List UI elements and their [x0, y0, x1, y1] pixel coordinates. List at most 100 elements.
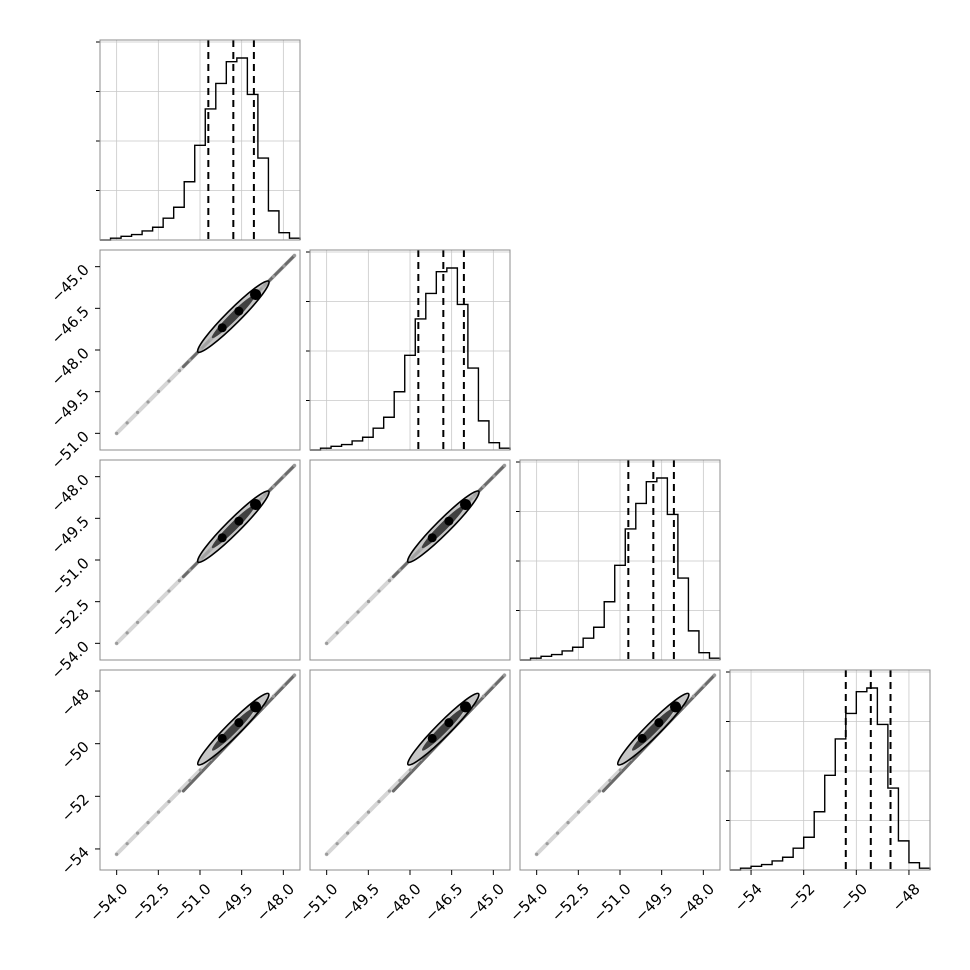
x-tick-label: −51.0 — [590, 880, 635, 925]
scatter-point — [135, 410, 140, 415]
panel-1-0: −51.0−49.5−48.0−46.5−45.0 — [48, 249, 301, 473]
y-tick-label: −48.0 — [48, 344, 93, 389]
scatter-point — [135, 620, 140, 625]
scatter-point — [398, 568, 402, 572]
x-tick-label: −50 — [836, 880, 871, 915]
scatter-point — [167, 379, 171, 383]
x-tick-label: −54.0 — [506, 880, 551, 925]
panel-3-0: −54.0−52.5−51.0−49.5−48.0 −54 −52 −50 −48 — [58, 669, 301, 925]
scatter-point — [167, 799, 171, 804]
y-tick-label: −49.5 — [48, 386, 93, 431]
density-peak — [654, 718, 664, 728]
x-tick-label: −48.0 — [253, 880, 298, 925]
scatter-point — [335, 631, 339, 635]
y-tick-label: −52 — [58, 790, 93, 825]
x-tick-label: −52.5 — [548, 880, 593, 925]
x-tick-label: −49.5 — [338, 880, 383, 925]
scatter-point — [156, 389, 161, 394]
scatter-point — [481, 694, 486, 698]
density-peak — [234, 718, 244, 728]
y-tick-label: −54.0 — [48, 637, 93, 682]
scatter-point — [535, 852, 539, 856]
panel-frame — [99, 39, 301, 241]
scatter-point — [356, 610, 360, 614]
x-tick-label: −45.0 — [463, 880, 508, 925]
scatter-point — [146, 821, 150, 825]
density-peak — [670, 701, 682, 713]
x-tick-label: −48.0 — [673, 880, 718, 925]
histogram-3 — [730, 687, 931, 871]
scatter-point — [282, 264, 286, 268]
scatter-point — [177, 368, 182, 373]
scatter-point — [492, 474, 496, 478]
scatter-point — [608, 778, 612, 783]
panel-2-1 — [309, 459, 511, 661]
y-tick-label: −45.0 — [48, 261, 93, 306]
scatter-point — [545, 842, 549, 846]
panel-2-0: −54.0−52.5−51.0−49.5−48.0 — [48, 459, 301, 683]
y-tick-label: −49.5 — [48, 512, 93, 557]
scatter-point — [292, 463, 297, 468]
scatter-point — [292, 253, 297, 258]
scatter-point — [177, 578, 182, 583]
y-tick-label: −52.5 — [48, 596, 93, 641]
x-tick-label: −49.5 — [631, 880, 676, 925]
density-contour-inner — [422, 707, 465, 751]
density-contour-inner — [212, 707, 255, 751]
scatter-point — [492, 684, 496, 688]
scatter-point — [156, 810, 161, 814]
y-tick-label: −50 — [58, 738, 93, 773]
density-peak — [444, 718, 454, 728]
x-tick-label: −51.0 — [170, 880, 215, 925]
scatter-point — [156, 599, 161, 604]
scatter-point — [271, 274, 276, 279]
scatter-point — [115, 641, 119, 645]
x-tick-label: −51.0 — [296, 880, 341, 925]
y-tick-label: −51.0 — [48, 427, 93, 472]
scatter-point — [325, 852, 329, 856]
scatter-point — [597, 789, 602, 793]
scatter-point — [115, 852, 119, 856]
scatter-point — [408, 768, 412, 772]
density-peak — [217, 533, 227, 543]
x-tick-label: −48 — [889, 880, 924, 915]
panel-frame — [309, 249, 511, 451]
scatter-point — [188, 358, 192, 362]
scatter-point — [502, 463, 507, 468]
panel-frame — [309, 459, 511, 661]
panel-2-2 — [516, 459, 721, 661]
panel-3-3: −54 −52 −50 −48 — [726, 669, 931, 915]
histogram-2 — [520, 477, 721, 661]
scatter-point — [198, 768, 202, 772]
density-contour-inner — [211, 295, 255, 339]
scatter-point — [125, 421, 129, 425]
y-tick-label: −51.0 — [48, 554, 93, 599]
density-peak — [460, 701, 472, 713]
scatter-point — [125, 842, 129, 846]
scatter-point — [125, 631, 129, 635]
density-peak — [250, 288, 262, 300]
scatter-point — [335, 842, 339, 846]
density-peak — [250, 701, 262, 713]
density-peak — [234, 306, 244, 316]
scatter-point — [282, 474, 286, 478]
panel-3-2: −54.0−52.5−51.0−49.5−48.0 — [506, 669, 721, 925]
x-tick-label: −54.0 — [86, 880, 131, 925]
density-peak — [217, 733, 227, 743]
scatter-point — [618, 768, 622, 772]
density-peak — [427, 533, 437, 543]
x-tick-label: −52.5 — [128, 880, 173, 925]
density-peak — [234, 516, 244, 526]
scatter-point — [325, 641, 329, 645]
density-peak — [217, 323, 227, 333]
scatter-point — [188, 568, 192, 572]
scatter-point — [387, 578, 392, 583]
density-peak — [427, 733, 437, 743]
scatter-point — [587, 799, 591, 804]
y-tick-label: −48.0 — [48, 471, 93, 516]
x-tick-label: −46.5 — [421, 880, 466, 925]
scatter-point — [377, 799, 381, 804]
scatter-point — [566, 821, 570, 825]
scatter-point — [345, 620, 350, 625]
